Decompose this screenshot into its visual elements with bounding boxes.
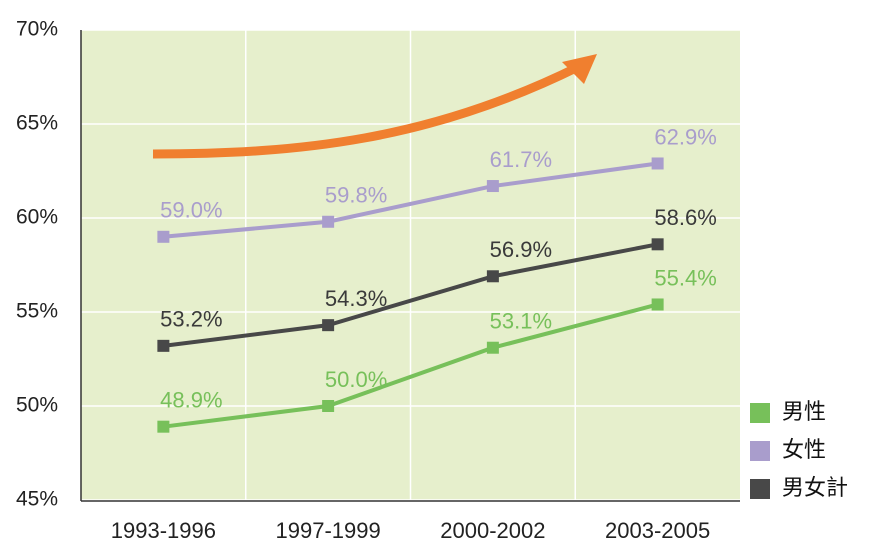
point [157,420,170,433]
point [322,400,335,412]
point [157,230,170,243]
trend-arrow-head [562,54,597,84]
y-tick-label: 65% [16,112,58,135]
value-label: 55.4% [654,265,716,290]
point [486,341,499,354]
point [486,180,499,193]
x-tick-label: 2003-2005 [605,518,710,543]
y-tick-label: 45% [16,488,58,511]
point [322,319,335,332]
x-tick-label: 1997-1999 [276,518,381,543]
legend-label: 女性 [782,437,826,462]
y-tick-label: 70% [16,18,58,41]
grid [81,29,740,501]
series-line [163,161,658,239]
value-label: 59.8% [325,183,387,208]
y-tick-label: 60% [16,206,58,229]
value-label: 53.1% [490,309,552,334]
x-tick-label: 1993-1996 [111,518,216,543]
point [322,215,335,228]
point [651,238,664,251]
value-label: 53.2% [160,307,222,332]
point [651,157,664,170]
value-label: 58.6% [654,205,716,230]
value-label: 54.3% [325,286,387,311]
point [486,270,499,283]
value-label: 62.9% [654,124,716,149]
trend-arrow [152,62,580,159]
point [651,298,664,311]
y-tick-label: 55% [16,300,58,323]
legend-label: 男性 [782,399,826,424]
y-tick-label: 50% [16,394,58,417]
point [157,339,170,352]
legend-label: 男女計 [782,475,848,500]
legend-swatch [750,441,770,461]
legend-swatch [750,403,770,423]
value-label: 61.7% [490,147,552,172]
value-label: 48.9% [160,387,222,412]
series-line [163,302,659,429]
legend-swatch [750,479,770,499]
value-label: 56.9% [490,237,552,262]
value-label: 59.0% [160,198,222,223]
series-line [163,242,659,348]
value-label: 50.0% [325,367,387,392]
x-tick-label: 2000-2002 [440,518,545,543]
